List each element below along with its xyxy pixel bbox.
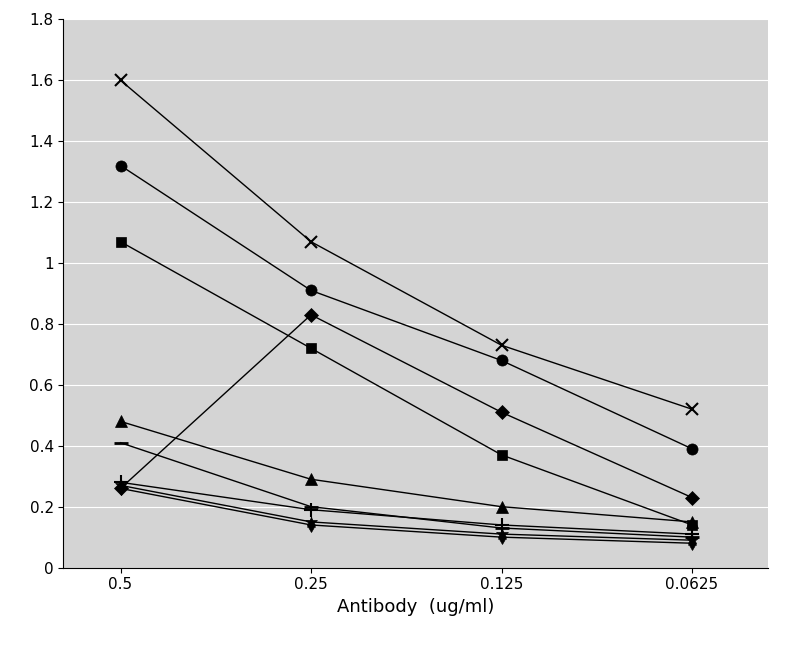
- X-axis label: Antibody  (ug/ml): Antibody (ug/ml): [337, 598, 494, 616]
